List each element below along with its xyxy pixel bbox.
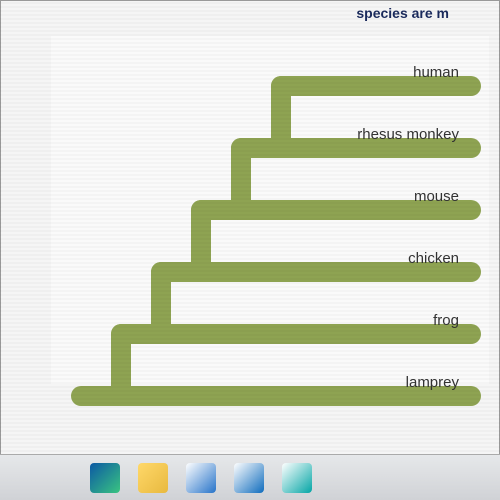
taxon-label: mouse <box>414 188 459 205</box>
header-fragment: species are m <box>356 5 449 21</box>
edge-icon[interactable] <box>90 463 120 493</box>
taxon-label: frog <box>433 312 459 329</box>
windows-taskbar[interactable] <box>0 454 500 500</box>
taxon-label: rhesus monkey <box>357 126 459 143</box>
document-page: species are m human rhesus monkey mouse chi… <box>0 0 500 455</box>
mail-icon[interactable] <box>234 463 264 493</box>
taxon-label: lamprey <box>406 374 459 391</box>
store-icon[interactable] <box>186 463 216 493</box>
photos-icon[interactable] <box>282 463 312 493</box>
cladogram-diagram: humanrhesus monkeymousechickenfroglampre… <box>51 36 489 384</box>
folder-icon[interactable] <box>138 463 168 493</box>
taxon-label: human <box>413 64 459 81</box>
taxon-label: chicken <box>408 250 459 267</box>
